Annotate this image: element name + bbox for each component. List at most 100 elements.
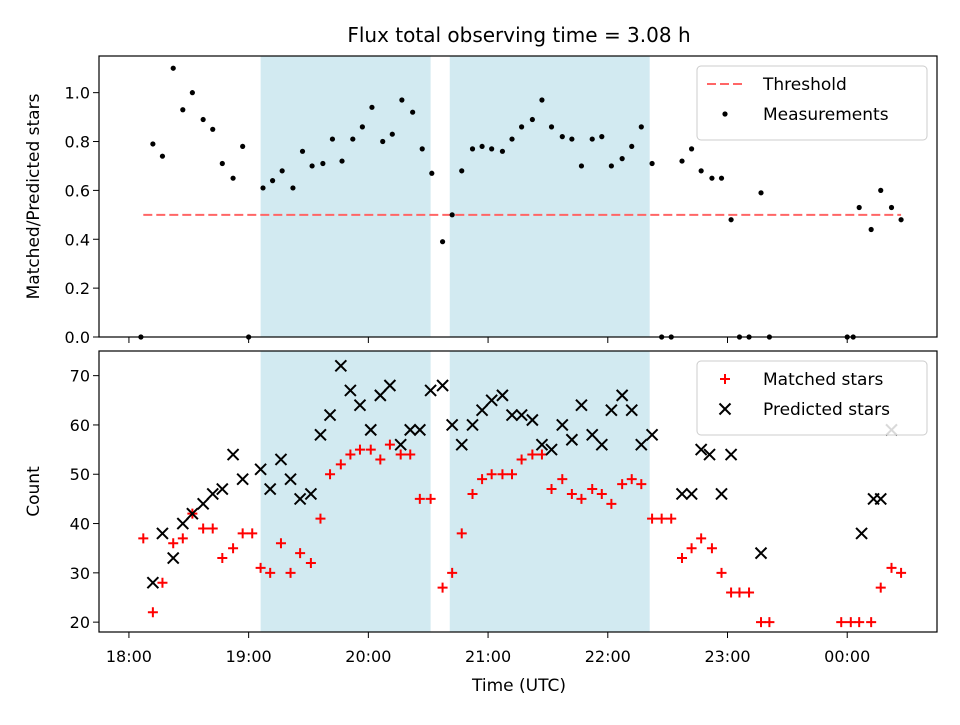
measurement-point: [449, 212, 455, 218]
matched-star-marker: [365, 444, 376, 455]
matched-star-marker: [527, 449, 538, 460]
x-tick-label: 00:00: [824, 647, 870, 666]
predicted-star-marker: [455, 438, 468, 451]
matched-star-marker: [497, 469, 508, 480]
measurement-point: [489, 146, 495, 152]
predicted-star-marker: [293, 492, 307, 506]
matched-star-marker: [325, 469, 336, 480]
predicted-star-marker: [323, 408, 337, 422]
matched-star-marker: [764, 617, 775, 628]
matched-star-marker: [405, 449, 416, 460]
predicted-star-marker: [874, 492, 887, 506]
predicted-star-marker: [216, 482, 229, 496]
measurement-point: [320, 160, 326, 167]
predicted-star-marker: [605, 403, 618, 417]
matched-star-marker: [285, 567, 296, 578]
matched-star-marker: [886, 562, 897, 573]
measurement-point: [649, 160, 655, 167]
measurement-point: [459, 168, 465, 174]
matched-star-marker: [896, 567, 907, 578]
matched-star-marker: [354, 444, 365, 455]
predicted-star-marker: [156, 527, 169, 540]
matched-star-marker: [656, 513, 667, 524]
predicted-star-marker: [226, 448, 240, 461]
ratio-legend-box: [696, 65, 928, 141]
measurement-point: [679, 158, 685, 164]
measurement-point: [200, 116, 206, 123]
predicted-star-marker: [334, 359, 348, 372]
predicted-star-marker: [445, 418, 459, 432]
predicted-star-marker: [176, 517, 190, 530]
measurement-point: [578, 163, 585, 169]
matched-star-marker: [647, 513, 658, 524]
measurement-point: [629, 143, 635, 150]
predicted-star-marker: [556, 418, 569, 432]
count-panel: 20 30 40 50 60 70 18:00 19:00 20:00 21:00 22:00 23:…: [24, 350, 938, 666]
matched-star-marker: [576, 493, 587, 504]
matched-star-marker: [716, 567, 727, 578]
measurement-point: [439, 239, 446, 245]
matched-star-marker: [467, 488, 478, 499]
measurement-point: [260, 185, 266, 191]
measurement-point: [589, 136, 595, 142]
predicted-star-marker: [675, 487, 689, 501]
measurement-point: [410, 109, 416, 115]
predicted-star-marker: [236, 472, 249, 486]
matched-star-marker: [734, 587, 745, 598]
measurement-point: [479, 143, 485, 150]
predicted-star-marker: [353, 399, 367, 412]
predicted-star-marker: [625, 403, 638, 417]
measurement-point: [868, 226, 874, 233]
matched-star-marker: [456, 528, 467, 539]
predicted-star-marker: [645, 428, 659, 442]
predicted-star-marker: [694, 443, 708, 456]
predicted-star-marker: [515, 408, 528, 422]
measurement-point: [219, 160, 225, 167]
matched-star-marker: [295, 548, 306, 559]
predicted-star-marker: [254, 463, 267, 476]
predicted-star-marker: [314, 428, 327, 442]
ratio-y-axis-label: Matched/Predicted stars: [24, 93, 44, 299]
matched-star-marker: [626, 474, 637, 485]
predicted-star-marker: [436, 379, 449, 392]
matched-star-marker: [617, 479, 628, 490]
measurement-point: [279, 168, 285, 174]
matched-star-marker: [375, 454, 386, 465]
measurement-point: [499, 148, 506, 154]
matched-star-marker: [425, 493, 436, 504]
measurement-point: [269, 178, 276, 184]
predicted-star-marker: [635, 438, 648, 451]
measurement-point: [429, 170, 435, 176]
matched-star-marker: [854, 617, 865, 628]
matched-star-marker: [606, 498, 617, 509]
predicted-star-marker: [724, 448, 738, 461]
measurement-point: [878, 187, 884, 193]
predicted-star-marker: [526, 413, 539, 427]
count-y-tick-label: 70: [70, 367, 90, 386]
measurement-point: [210, 126, 216, 132]
matched-star-marker: [744, 587, 755, 598]
predicted-star-marker: [475, 403, 489, 417]
predicted-star-marker: [545, 443, 558, 456]
matched-star-marker: [414, 493, 425, 504]
count-y-axis-label: Count: [24, 466, 44, 517]
measurement-point: [638, 124, 644, 130]
x-tick-label: 20:00: [345, 647, 391, 666]
measurement-point: [599, 134, 605, 140]
x-tick-label: 22:00: [585, 647, 631, 666]
count-y-tick-label: 40: [70, 515, 90, 534]
matched-star-marker: [587, 484, 598, 495]
predicted-star-marker: [595, 438, 609, 451]
predicted-star-marker: [364, 423, 377, 437]
matched-star-marker: [305, 557, 316, 568]
predicted-star-marker: [284, 472, 297, 486]
matched-star-marker: [255, 562, 266, 573]
measurement-point: [718, 175, 725, 181]
matched-star-marker: [696, 533, 707, 544]
matched-star-marker: [486, 469, 497, 480]
x-tick-label: 18:00: [106, 647, 152, 666]
matched-star-marker: [198, 523, 209, 534]
predicted-star-marker: [274, 453, 288, 466]
matched-star-marker: [437, 582, 448, 593]
predicted-star-marker: [424, 384, 437, 397]
